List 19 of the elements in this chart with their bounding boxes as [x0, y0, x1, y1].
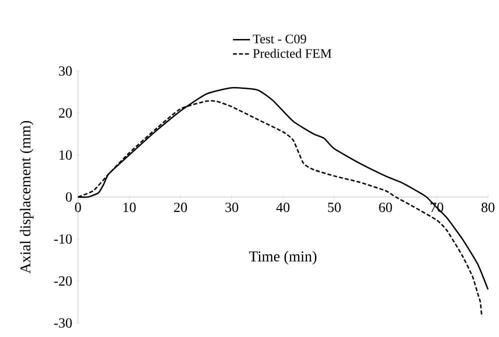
legend-label: Test - C09	[252, 34, 306, 44]
y-axis-title: Axial displacement (mm)	[20, 120, 34, 274]
x-tick-label: 0	[75, 202, 81, 212]
x-tick-label: 30	[225, 202, 238, 212]
x-tick-label: 80	[482, 202, 494, 212]
y-tick-label: -10	[54, 234, 72, 244]
y-tick-label: 0	[66, 192, 72, 202]
y-tick-label: 20	[58, 108, 72, 118]
x-tick-label: 10	[123, 202, 136, 212]
x-tick-label: 50	[328, 202, 341, 212]
y-tick-label: 30	[59, 66, 72, 76]
x-axis-title: Time (min)	[249, 250, 316, 265]
x-tick-label: 60	[379, 202, 392, 212]
legend-label: Predicted FEM	[253, 48, 332, 58]
y-tick-label: -30	[54, 318, 72, 328]
x-tick-label: 20	[174, 202, 187, 212]
x-tick-label: 40	[276, 202, 290, 212]
y-tick-label: -20	[54, 276, 72, 286]
y-tick-label: 10	[60, 150, 72, 160]
